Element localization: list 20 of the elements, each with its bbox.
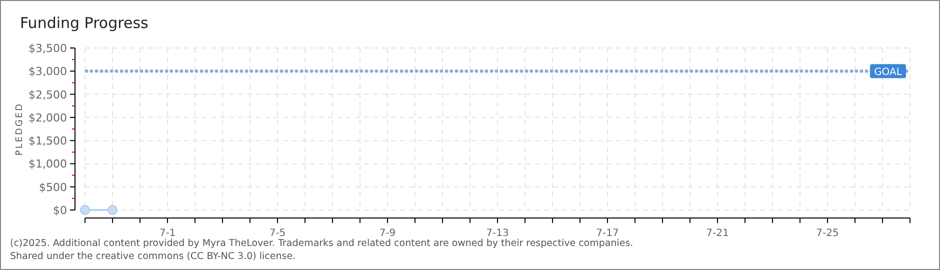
y-tick-label: $3,500	[28, 42, 67, 55]
text: Shared under the creative commons (CC BY-NC 3.0) license.	[10, 251, 296, 262]
x-tick-label: 7-25	[816, 228, 839, 239]
y-tick-label: $2,500	[28, 88, 67, 102]
x-tick-label: 7-5	[269, 228, 286, 239]
chart-title: Funding Progress	[20, 14, 149, 32]
y-tick-label: $2,000	[28, 111, 67, 124]
y-tick-label: $500	[39, 180, 67, 194]
x-tick-label: 7-1	[159, 228, 176, 239]
x-tick-label: 7-21	[706, 228, 729, 239]
y-axis-title: PLEDGED	[15, 102, 25, 156]
x-tick-label: 7-9	[379, 228, 396, 239]
ref-line-label: GOAL	[874, 67, 902, 78]
x-tick-label: 7-13	[486, 228, 509, 239]
y-tick-label: $1,000	[28, 158, 67, 171]
y-tick-label: $0	[53, 204, 67, 217]
text: (c)2025. Additional content provided by Myra TheLover. Trademarks and related content are owned by their respective companies.	[10, 238, 634, 249]
x-tick-label: 7-17	[596, 228, 619, 239]
y-tick-label: $1,500	[28, 134, 67, 148]
y-tick-label: $3,000	[28, 65, 67, 78]
